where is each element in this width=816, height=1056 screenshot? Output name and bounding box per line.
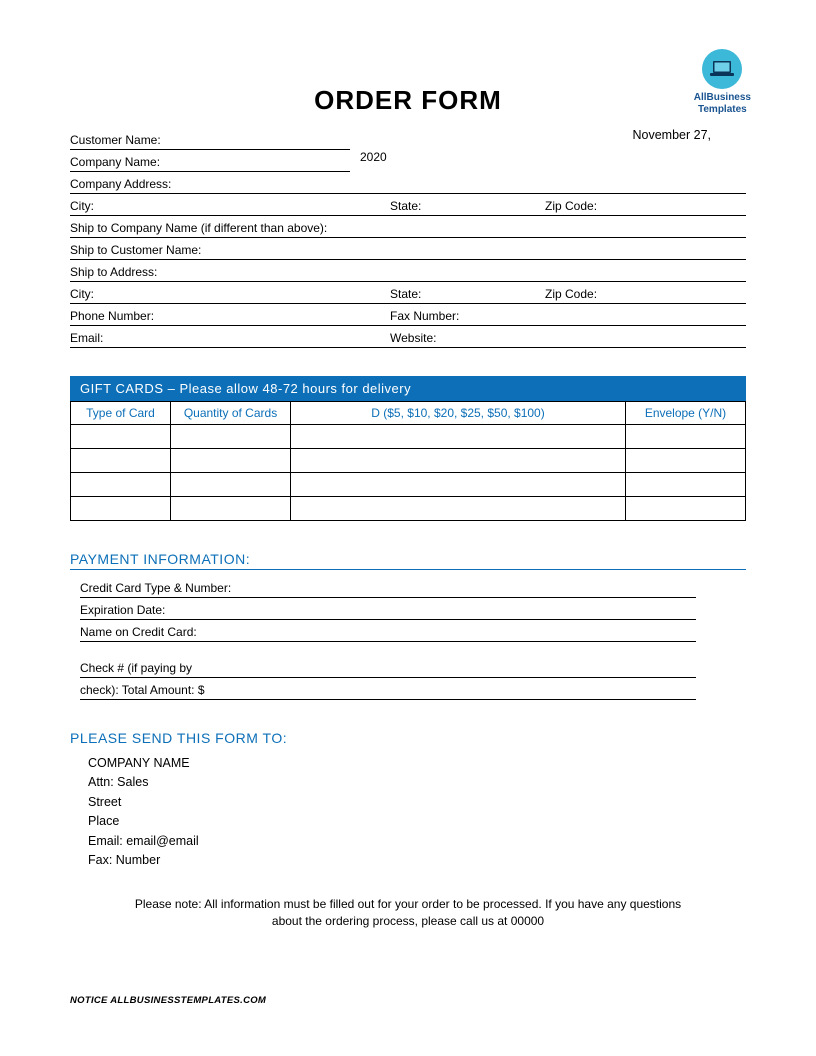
label-ship-company: Ship to Company Name (if different than … <box>70 221 327 235</box>
footnote-text: Please note: All information must be fil… <box>70 896 746 930</box>
col-type: Type of Card <box>71 402 171 425</box>
label-email: Email: <box>70 331 390 345</box>
col-env: Envelope (Y/N) <box>626 402 746 425</box>
field-company-address[interactable]: Company Address: <box>70 172 746 194</box>
field-exp[interactable]: Expiration Date: <box>80 598 696 620</box>
year-text: 2020 <box>360 150 387 164</box>
field-city-state-zip-1[interactable]: City: State: Zip Code: <box>70 194 746 216</box>
field-city-state-zip-2[interactable]: City: State: Zip Code: <box>70 282 746 304</box>
label-check-1: Check # (if paying by <box>80 661 192 675</box>
gift-row[interactable] <box>71 497 746 521</box>
laptop-icon <box>701 48 743 90</box>
col-qty: Quantity of Cards <box>171 402 291 425</box>
label-city-1: City: <box>70 199 390 213</box>
sendto-company: COMPANY NAME <box>88 754 746 773</box>
customer-fields-block: November 27, 2020 Customer Name: Company… <box>70 128 746 348</box>
field-email-website[interactable]: Email: Website: <box>70 326 746 348</box>
label-name-on-card: Name on Credit Card: <box>80 625 197 639</box>
label-customer-name: Customer Name: <box>70 133 161 147</box>
page-title: ORDER FORM <box>70 85 746 116</box>
gift-header-row: Type of Card Quantity of Cards D ($5, $1… <box>71 402 746 425</box>
field-check-1[interactable]: Check # (if paying by <box>80 656 696 678</box>
sendto-fax: Fax: Number <box>88 851 746 870</box>
notice-text: NOTICE ALLBUSINESSTEMPLATES.COM <box>70 995 266 1006</box>
field-name-on-card[interactable]: Name on Credit Card: <box>80 620 696 642</box>
field-phone-fax[interactable]: Phone Number: Fax Number: <box>70 304 746 326</box>
label-phone: Phone Number: <box>70 309 390 323</box>
sendto-heading: PLEASE SEND THIS FORM TO: <box>70 730 746 748</box>
gift-row[interactable] <box>71 425 746 449</box>
field-ship-address[interactable]: Ship to Address: <box>70 260 746 282</box>
label-fax: Fax Number: <box>390 309 746 323</box>
label-exp: Expiration Date: <box>80 603 165 617</box>
label-zip-2: Zip Code: <box>545 287 746 301</box>
sendto-block: COMPANY NAME Attn: Sales Street Place Em… <box>88 754 746 870</box>
label-cc-type: Credit Card Type & Number: <box>80 581 231 595</box>
sendto-street: Street <box>88 793 746 812</box>
gift-row[interactable] <box>71 473 746 497</box>
label-company-name: Company Name: <box>70 155 160 169</box>
gift-cards-section: GIFT CARDS – Please allow 48-72 hours fo… <box>70 376 746 521</box>
field-cc-type[interactable]: Credit Card Type & Number: <box>80 576 696 598</box>
date-text: November 27, <box>632 128 711 142</box>
label-city-2: City: <box>70 287 390 301</box>
field-company-name[interactable]: Company Name: <box>70 150 350 172</box>
gift-table: Type of Card Quantity of Cards D ($5, $1… <box>70 401 746 521</box>
field-ship-company[interactable]: Ship to Company Name (if different than … <box>70 216 746 238</box>
field-customer-name[interactable]: Customer Name: <box>70 128 350 150</box>
label-zip-1: Zip Code: <box>545 199 746 213</box>
label-ship-address: Ship to Address: <box>70 265 157 279</box>
logo-text-2: Templates <box>694 104 751 116</box>
label-check-2: check): Total Amount: $ <box>80 683 205 697</box>
label-state-1: State: <box>390 199 545 213</box>
logo-text-1: AllBusiness <box>694 92 751 104</box>
col-denom: D ($5, $10, $20, $25, $50, $100) <box>291 402 626 425</box>
gift-row[interactable] <box>71 449 746 473</box>
label-state-2: State: <box>390 287 545 301</box>
label-ship-customer: Ship to Customer Name: <box>70 243 201 257</box>
sendto-place: Place <box>88 812 746 831</box>
payment-heading: PAYMENT INFORMATION: <box>70 551 746 570</box>
label-website: Website: <box>390 331 746 345</box>
field-ship-customer[interactable]: Ship to Customer Name: <box>70 238 746 260</box>
label-company-address: Company Address: <box>70 177 171 191</box>
brand-logo: AllBusiness Templates <box>694 48 751 116</box>
sendto-attn: Attn: Sales <box>88 773 746 792</box>
field-check-2[interactable]: check): Total Amount: $ <box>80 678 696 700</box>
gift-banner: GIFT CARDS – Please allow 48-72 hours fo… <box>70 376 746 401</box>
sendto-email: Email: email@email <box>88 832 746 851</box>
